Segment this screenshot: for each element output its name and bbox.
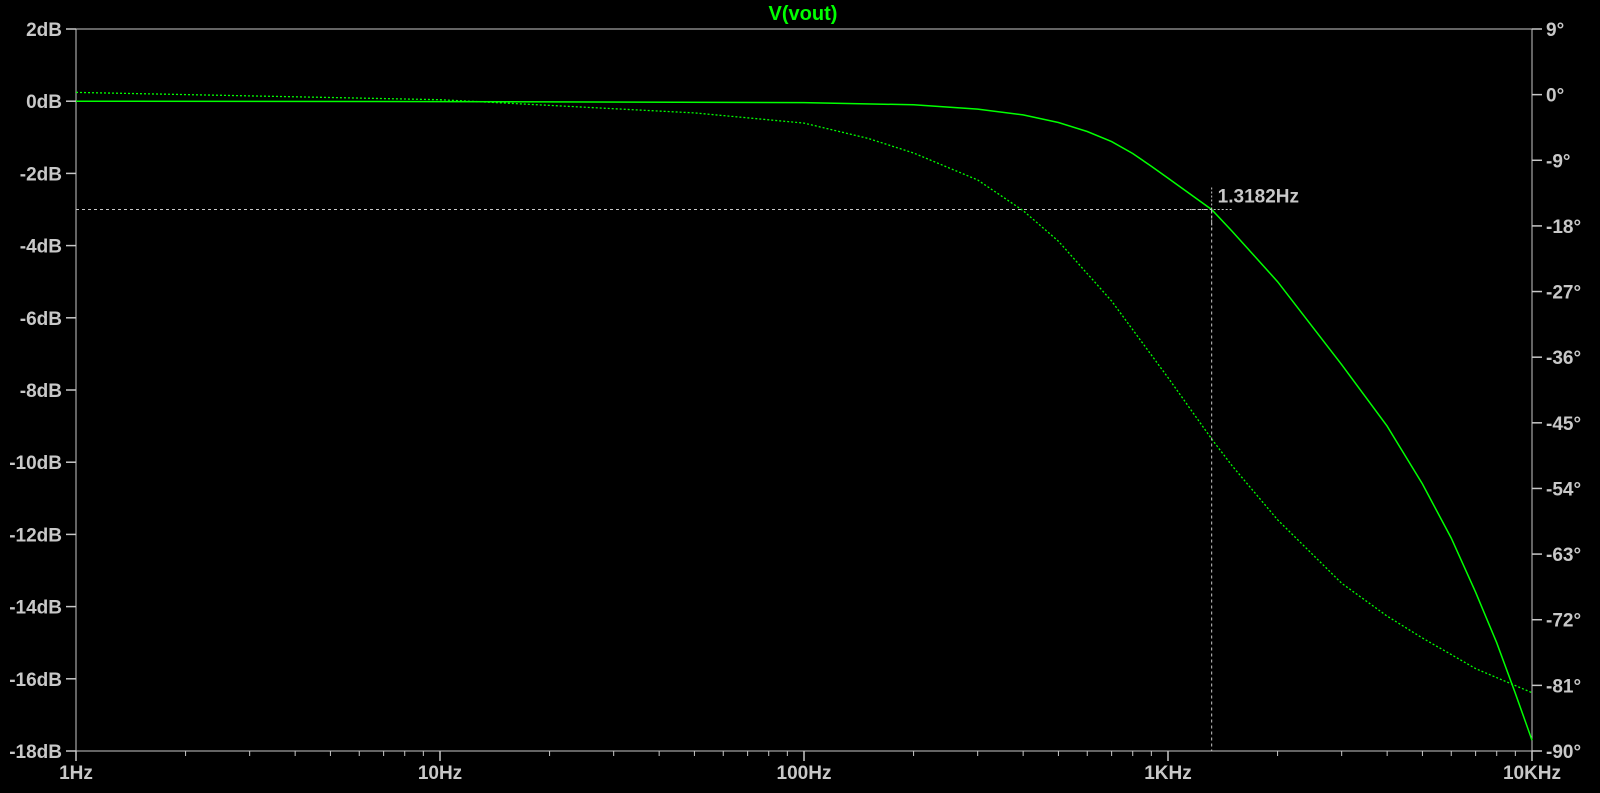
y2-tick-label: 0°	[1546, 86, 1564, 107]
y-tick-label: -18dB	[9, 742, 62, 763]
chart-title: V(vout)	[769, 3, 838, 25]
cursor-label: 1.3182Hz	[1218, 187, 1299, 208]
y-tick-label: -14dB	[9, 598, 62, 619]
y-tick-label: -4dB	[20, 237, 62, 258]
phase-trace	[75, 91, 1533, 694]
x-tick-label: 10Hz	[418, 763, 462, 784]
y-tick-label: 2dB	[26, 20, 62, 41]
y2-tick-label: -81°	[1546, 676, 1581, 697]
y-tick-label: 0dB	[26, 92, 62, 113]
y-tick-label: -12dB	[9, 525, 62, 546]
y2-tick-label: 9°	[1546, 20, 1564, 41]
x-tick-label: 1Hz	[59, 763, 93, 784]
x-tick-label: 1KHz	[1144, 763, 1192, 784]
y2-tick-label: -27°	[1546, 283, 1581, 304]
y2-tick-label: -90°	[1546, 742, 1581, 763]
traces	[75, 91, 1533, 741]
y2-tick-label: -36°	[1546, 348, 1581, 369]
y2-tick-label: -72°	[1546, 611, 1581, 632]
y-tick-label: -10dB	[9, 453, 62, 474]
y-tick-label: -16dB	[9, 670, 62, 691]
y2-tick-label: -54°	[1546, 479, 1581, 500]
y-tick-label: -6dB	[20, 309, 62, 330]
y2-tick-label: -18°	[1546, 217, 1581, 238]
x-tick-label: 100Hz	[777, 763, 832, 784]
magnitude-trace	[75, 100, 1533, 741]
axis-ticks	[66, 28, 1542, 761]
x-tick-label: 10KHz	[1503, 763, 1561, 784]
y-tick-label: -8dB	[20, 381, 62, 402]
y2-tick-label: -63°	[1546, 545, 1581, 566]
cursor[interactable]: 1.3182Hz	[76, 187, 1299, 752]
y2-tick-label: -9°	[1546, 151, 1571, 172]
axis-labels: 2dB 0dB -2dB -4dB -6dB -8dB -10dB -12dB -14dB -16…	[9, 20, 1581, 784]
y-tick-label: -2dB	[20, 164, 62, 185]
y2-tick-label: -45°	[1546, 414, 1581, 435]
